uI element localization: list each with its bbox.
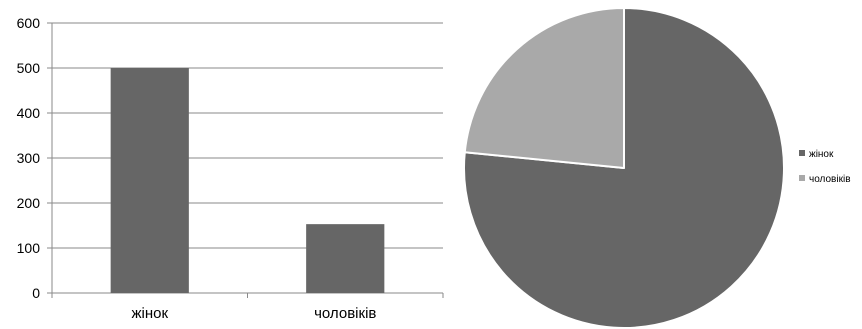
- y-tick-label: 300: [17, 150, 41, 166]
- y-tick-label: 100: [17, 240, 41, 256]
- bar-1: [110, 68, 189, 293]
- bar-category-labels: жінок чоловіків: [131, 305, 376, 322]
- y-tick-label: 0: [32, 285, 40, 301]
- bar-2: [306, 224, 385, 293]
- y-tick-label: 200: [17, 195, 41, 211]
- pie-chart: жінок чоловіків: [463, 7, 851, 329]
- bar-y-tick-labels: 0 100 200 300 400 500 600: [17, 15, 41, 301]
- y-tick-label: 400: [17, 105, 41, 121]
- pie-slices: [463, 7, 785, 329]
- pie-slice-2: [463, 7, 625, 169]
- legend-label: жінок: [809, 149, 834, 160]
- pie-legend: жінок чоловіків: [799, 149, 851, 185]
- bar-marks: [110, 68, 385, 293]
- category-label: жінок: [131, 305, 168, 322]
- legend-swatch: [799, 150, 805, 156]
- bar-chart: 0 100 200 300 400 500 600 жінок чоловіків: [17, 15, 444, 322]
- legend-label: чоловіків: [809, 174, 851, 185]
- legend-swatch: [799, 175, 805, 181]
- category-label: чоловіків: [314, 305, 376, 322]
- y-tick-label: 500: [17, 60, 41, 76]
- y-tick-label: 600: [17, 15, 41, 31]
